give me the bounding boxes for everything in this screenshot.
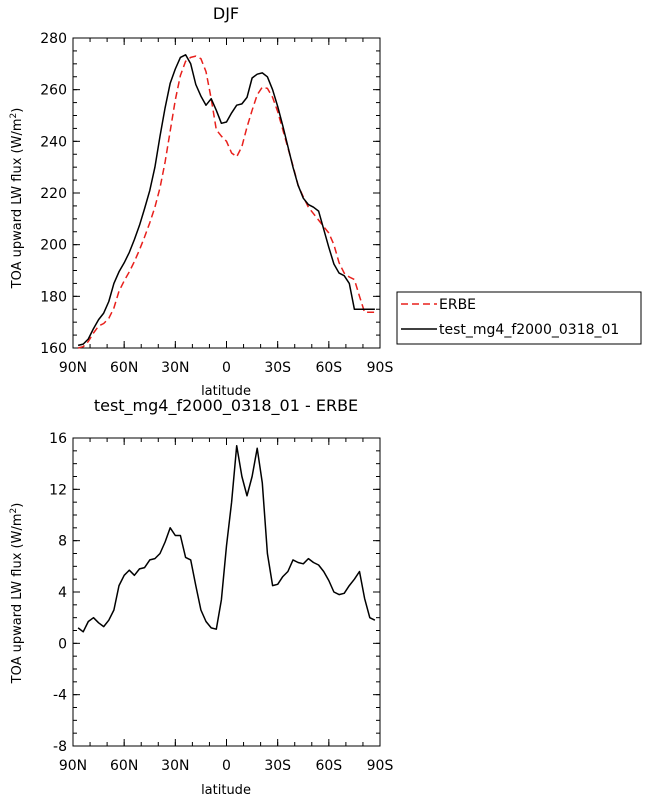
top-y-tick-label: 160 [40,341,67,357]
bottom-y-tick-label: 4 [58,585,67,601]
bottom-y-tick-label: 16 [49,431,67,447]
top-panel: DJF TOA upward LW flux (W/m2) 90N 60N 30N 0… [9,4,393,399]
top-y-tick-label: 280 [40,31,67,47]
bottom-y-tick-labels: -8 -4 0 4 8 12 16 [49,431,67,755]
top-x-tick-label: 60N [110,360,138,376]
top-y-tick-label: 240 [40,134,67,150]
top-x-tick-labels: 90N 60N 30N 0 30S 60S 90S [59,360,394,376]
bottom-title: test_mg4_f2000_0318_01 - ERBE [94,396,358,416]
top-x-tick-label: 90N [59,360,87,376]
top-y-tick-labels: 160 180 200 220 240 260 280 [40,31,67,357]
legend: ERBE test_mg4_f2000_0318_01 [396,291,642,345]
bottom-x-tick-label: 30N [161,758,189,774]
bottom-y-tick-label: -8 [53,739,67,755]
bottom-series-line-1 [77,444,376,633]
top-title: DJF [213,4,239,23]
bottom-x-tick-label: 60N [110,758,138,774]
top-y-tick-label: 220 [40,186,67,202]
bottom-x-axis-label: latitude [201,783,251,798]
top-y-tick-label: 260 [40,83,67,99]
top-y-axis-label: TOA upward LW flux (W/m2) [9,108,25,290]
bottom-y-tick-label: 0 [58,636,67,652]
bottom-x-tick-label: 30S [264,758,291,774]
top-x-tick-label: 30S [264,360,291,376]
top-plot-frame [72,37,381,349]
top-ticks [72,37,381,349]
top-series [77,54,375,349]
bottom-y-axis-label: TOA upward LW flux (W/m2) [9,503,25,685]
legend-label-model: test_mg4_f2000_0318_01 [439,322,619,338]
bottom-x-tick-label: 90N [59,758,87,774]
bottom-y-tick-label: -4 [53,688,67,704]
top-y-tick-label: 200 [40,238,67,254]
top-y-tick-label: 180 [40,289,67,305]
top-x-tick-label: 0 [222,360,231,376]
bottom-y-tick-label: 8 [58,534,67,550]
top-x-tick-label: 90S [367,360,394,376]
bottom-ticks [72,437,381,747]
top-x-tick-label: 60S [315,360,342,376]
top-x-axis-label: latitude [201,384,251,399]
bottom-series [77,444,376,633]
legend-box [396,291,642,345]
legend-label-erbe: ERBE [439,297,476,313]
bottom-x-tick-label: 90S [367,758,394,774]
top-series-line-1 [77,55,375,349]
bottom-x-tick-label: 0 [222,758,231,774]
bottom-y-tick-label: 12 [49,482,67,498]
bottom-x-tick-label: 60S [315,758,342,774]
bottom-panel: test_mg4_f2000_0318_01 - ERBE TOA upward… [9,396,393,798]
top-series-line-2 [77,54,375,347]
bottom-x-tick-labels: 90N 60N 30N 0 30S 60S 90S [59,758,394,774]
top-x-tick-label: 30N [161,360,189,376]
